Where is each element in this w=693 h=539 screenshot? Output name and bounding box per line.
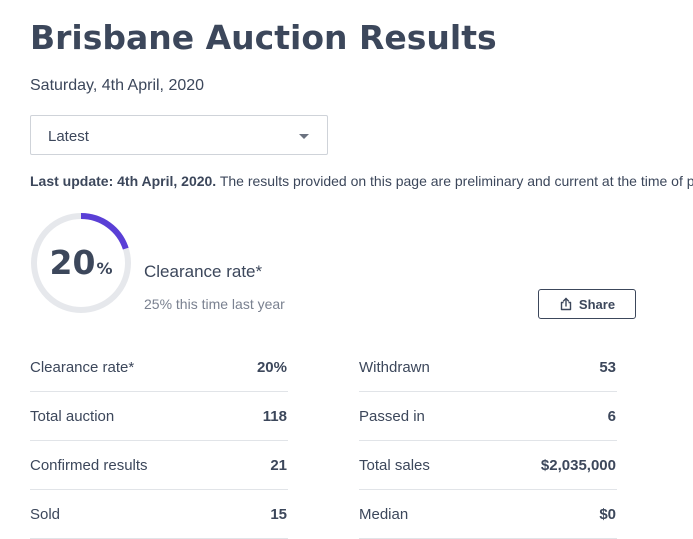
stat-label: Total auction xyxy=(30,408,115,425)
stat-label: Median xyxy=(359,506,409,523)
share-icon xyxy=(560,297,572,311)
gauge-fill xyxy=(31,213,131,313)
stat-value: 15 xyxy=(270,506,287,523)
results-period-dropdown[interactable]: Latest xyxy=(30,115,328,155)
stat-label: Clearance rate* xyxy=(30,359,135,376)
last-update-text: The results provided on this page are pr… xyxy=(219,173,693,189)
stat-label: Confirmed results xyxy=(30,457,148,474)
stat-label: Passed in xyxy=(359,408,425,425)
gauge-unit: % xyxy=(96,259,113,278)
stats-table-left: Clearance rate* 20% Total auction 118 Co… xyxy=(30,343,288,539)
stat-label: Total sales xyxy=(359,457,430,474)
stat-value: $0 xyxy=(599,506,616,523)
stat-row: Total auction 118 xyxy=(30,392,288,441)
results-date: Saturday, 4th April, 2020 xyxy=(30,77,205,94)
last-year-comparison: 25% this time last year xyxy=(144,296,285,312)
stat-row: Median $0 xyxy=(359,490,617,539)
stat-value: $2,035,000 xyxy=(540,457,616,474)
last-update-date: Last update: 4th April, 2020. xyxy=(30,173,217,189)
share-label: Share xyxy=(578,296,616,312)
stat-label: Sold xyxy=(30,506,61,523)
stat-row: Withdrawn 53 xyxy=(359,343,617,392)
page-title: Brisbane Auction Results xyxy=(30,18,497,57)
caret-down-icon xyxy=(299,134,309,139)
stat-row: Clearance rate* 20% xyxy=(30,343,288,392)
stat-value: 21 xyxy=(270,457,287,474)
gauge-value: 20% xyxy=(29,243,133,282)
dropdown-selected-value: Latest xyxy=(48,128,89,145)
stat-value: 53 xyxy=(599,359,616,376)
stat-row: Sold 15 xyxy=(30,490,288,539)
gauge-ring xyxy=(31,213,131,313)
stats-table-right: Withdrawn 53 Passed in 6 Total sales $2,… xyxy=(359,343,617,539)
stat-row: Total sales $2,035,000 xyxy=(359,441,617,490)
gauge-number: 20 xyxy=(49,243,96,282)
stat-value: 6 xyxy=(607,408,616,425)
stat-value: 118 xyxy=(262,408,287,425)
clearance-rate-label: Clearance rate* xyxy=(144,262,263,281)
share-button[interactable]: Share xyxy=(538,289,636,319)
stat-value: 20% xyxy=(256,359,287,376)
stat-label: Withdrawn xyxy=(359,359,430,376)
stat-row: Passed in 6 xyxy=(359,392,617,441)
clearance-rate-gauge: 20% xyxy=(29,211,133,315)
stat-row: Confirmed results 21 xyxy=(30,441,288,490)
last-update-notice: Last update: 4th April, 2020. The result… xyxy=(30,173,693,189)
